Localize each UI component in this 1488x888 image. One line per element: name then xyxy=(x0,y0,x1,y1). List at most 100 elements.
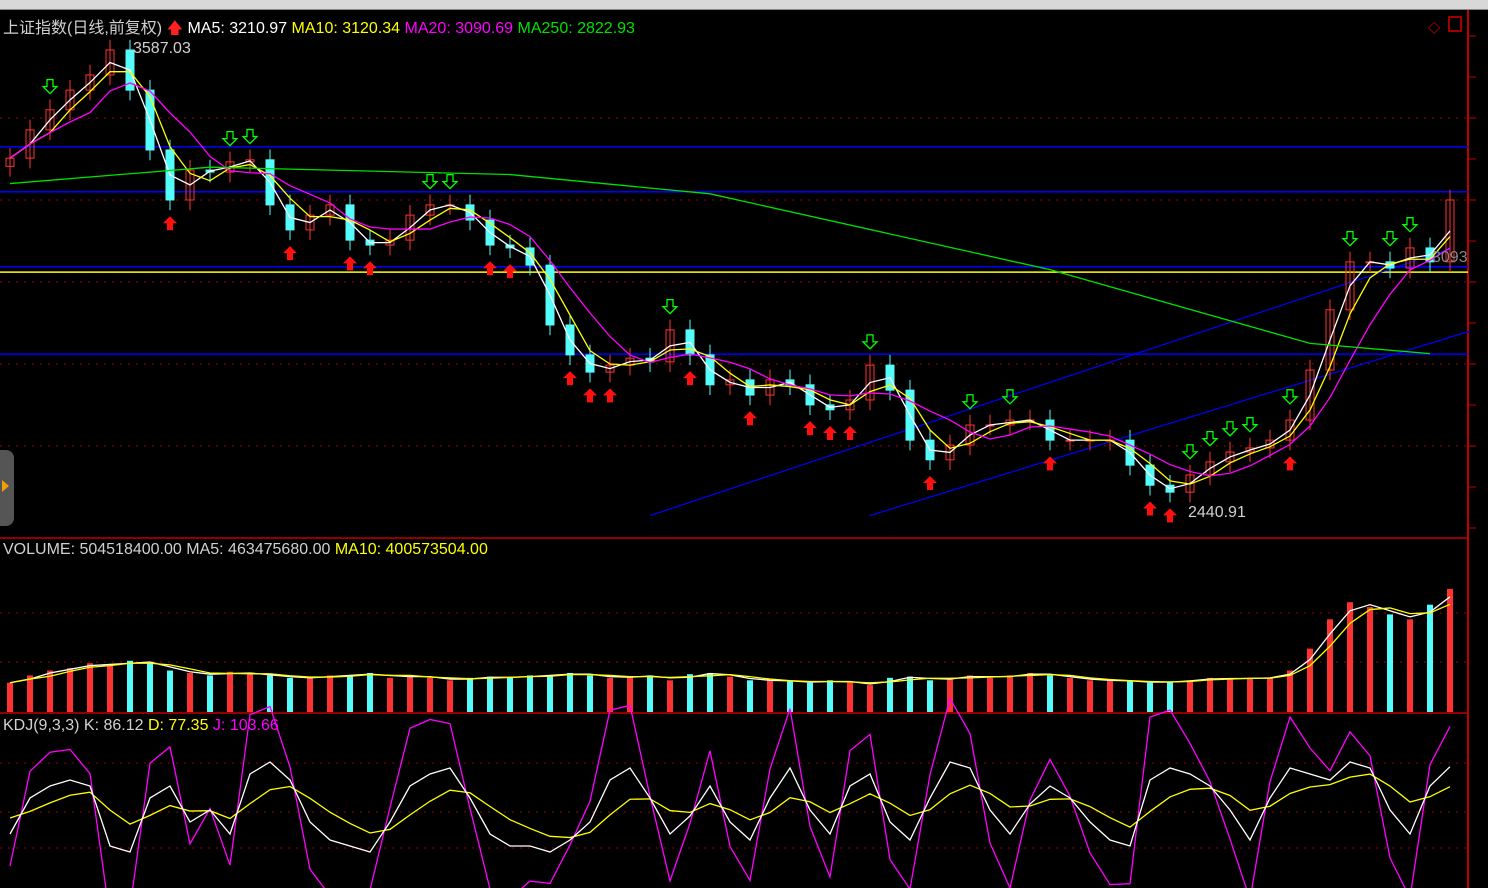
buy-arrow-icon xyxy=(843,426,857,441)
ma20-line xyxy=(9,82,1451,477)
volume-bar xyxy=(307,677,313,712)
volume-bar xyxy=(407,675,413,712)
ma20-value: MA20: 3090.69 xyxy=(404,20,514,37)
candle xyxy=(1245,447,1255,453)
candle xyxy=(1445,199,1455,263)
buy-arrow-icon xyxy=(483,261,497,276)
volume-bar xyxy=(527,675,533,712)
current-price-label: 3093 xyxy=(1432,249,1468,266)
buy-arrow-icon xyxy=(283,246,297,261)
volume-bar xyxy=(987,677,993,712)
volume-bar xyxy=(147,663,153,712)
volume-bar xyxy=(447,680,453,712)
candle xyxy=(305,214,315,231)
volume-bar xyxy=(1447,588,1453,712)
volume-bar xyxy=(1327,619,1333,712)
candle xyxy=(1305,369,1315,421)
volume-bar xyxy=(767,680,773,712)
volume-bar xyxy=(7,682,13,712)
volume-bar xyxy=(1367,607,1373,712)
volume-bar xyxy=(227,671,233,712)
volume-bar xyxy=(247,674,253,712)
volume-bar xyxy=(267,675,273,712)
candle xyxy=(1205,461,1215,476)
volume-bar xyxy=(1087,680,1093,712)
volume-bar xyxy=(387,677,393,712)
sell-arrow-icon xyxy=(961,394,979,410)
volume-bar xyxy=(747,680,753,712)
kdj-name: KDJ(9,3,3) xyxy=(3,717,80,734)
volume-bar xyxy=(847,682,853,712)
sell-arrow-icon xyxy=(441,173,459,190)
volume-bar xyxy=(1227,679,1233,712)
volume-bar xyxy=(647,675,653,712)
volume-bar xyxy=(687,674,693,712)
volume-bar xyxy=(287,677,293,712)
candle xyxy=(25,129,35,159)
volume-bar xyxy=(1147,682,1153,712)
buy-arrow-icon xyxy=(1283,456,1297,471)
volume-bar xyxy=(127,660,133,712)
low-label: 2440.91 xyxy=(1188,504,1246,521)
volume-bar xyxy=(1107,680,1113,712)
volume-bar xyxy=(787,681,793,712)
buy-arrow-icon xyxy=(1143,501,1157,516)
buy-arrow-icon xyxy=(683,371,697,386)
volume-bar xyxy=(927,680,933,712)
volume-bar xyxy=(207,675,213,712)
volume-bar xyxy=(947,677,953,712)
ma250-value: MA250: 2822.93 xyxy=(517,20,635,37)
toolbar-strip xyxy=(0,0,1488,10)
buy-arrow-icon xyxy=(563,371,577,386)
ma10-line xyxy=(9,71,1451,485)
volume-bar xyxy=(967,675,973,712)
volume-bar xyxy=(627,676,633,712)
volume-bar xyxy=(507,677,513,712)
sell-arrow-icon xyxy=(1241,417,1259,433)
sell-arrow-icon xyxy=(241,128,259,145)
kdj-d-line xyxy=(9,773,1451,839)
volume-bar xyxy=(47,670,53,712)
volume-bar xyxy=(27,675,33,712)
ma5-line xyxy=(9,61,1451,490)
volume-bar xyxy=(427,677,433,712)
volume-bar xyxy=(347,675,353,712)
sell-arrow-icon xyxy=(1221,421,1239,437)
trend-line xyxy=(869,330,1471,517)
volume-bar xyxy=(67,668,73,712)
kdj-j-line xyxy=(9,696,1451,888)
volume-ma10-value: MA10: 400573504.00 xyxy=(334,541,488,558)
volume-header: VOLUME: 504518400.00 MA5: 463475680.00 M… xyxy=(3,541,488,559)
volume-bar xyxy=(547,675,553,712)
volume-bar xyxy=(1067,677,1073,712)
sell-arrow-icon xyxy=(861,334,879,350)
volume-bar xyxy=(1287,670,1293,712)
collapse-panel-button[interactable] xyxy=(0,450,14,526)
volume-bar xyxy=(487,676,493,712)
candle xyxy=(245,159,255,163)
candle xyxy=(965,424,975,446)
volume-bar xyxy=(87,663,93,712)
buy-arrow-icon xyxy=(923,476,937,491)
layout-toggle-icon[interactable] xyxy=(1448,16,1462,32)
kdj-k-value: K: 86.12 xyxy=(83,717,144,734)
candle xyxy=(1345,261,1355,311)
high-label: 3587.03 xyxy=(133,40,191,57)
volume-bar xyxy=(1427,604,1433,712)
sell-arrow-icon xyxy=(1181,444,1199,460)
candle xyxy=(1325,309,1335,371)
sell-arrow-icon xyxy=(1001,389,1019,405)
volume-bar xyxy=(1207,677,1213,712)
kdj-j-value: J: 103.66 xyxy=(212,717,279,734)
sell-arrow-icon xyxy=(1401,217,1419,233)
candle xyxy=(425,204,435,216)
volume-ma5-value: MA5: 463475680.00 xyxy=(186,541,331,558)
volume-bar xyxy=(1347,602,1353,712)
diamond-icon[interactable]: ◇ xyxy=(1428,19,1441,36)
buy-arrow-icon xyxy=(1163,508,1177,523)
sell-arrow-icon xyxy=(41,78,59,95)
index-title: 上证指数(日线,前复权) xyxy=(3,20,163,37)
candle xyxy=(85,74,95,91)
volume-bar xyxy=(327,675,333,712)
